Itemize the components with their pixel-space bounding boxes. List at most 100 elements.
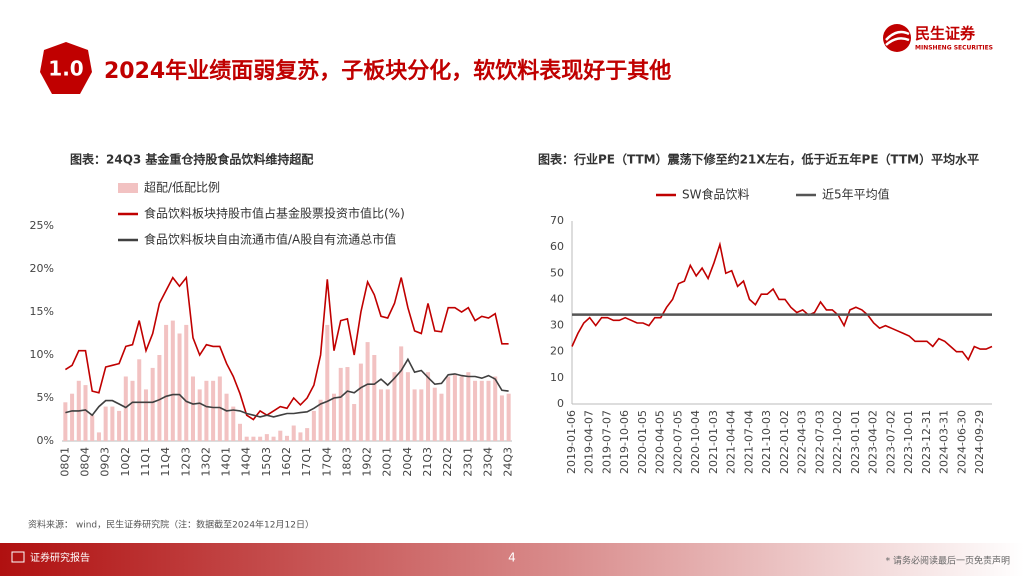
bar xyxy=(177,333,182,441)
y-tick-label: 5% xyxy=(37,391,54,404)
bar xyxy=(150,367,155,441)
x-tick-label: 2024-06-30 xyxy=(955,410,968,474)
bar xyxy=(284,435,290,441)
bar xyxy=(298,432,303,441)
bar xyxy=(345,367,350,441)
bar xyxy=(211,380,216,441)
x-tick-label: 2020-10-04 xyxy=(689,410,702,474)
bar xyxy=(264,434,269,441)
x-tick-label: 2021-04-04 xyxy=(725,410,738,474)
y-tick-label: 70 xyxy=(550,214,564,227)
x-tick-label: 2022-10-02 xyxy=(831,410,844,474)
x-tick-label: 08Q1 xyxy=(58,447,71,477)
y-tick-label: 0% xyxy=(37,434,54,447)
bar xyxy=(90,415,95,441)
bar xyxy=(143,389,148,441)
legend-label: 超配/低配比例 xyxy=(144,180,220,195)
bar xyxy=(217,376,222,441)
y-tick-label: 20% xyxy=(30,262,54,275)
bar xyxy=(493,376,498,441)
bar xyxy=(157,355,162,441)
bar xyxy=(372,355,377,441)
bar xyxy=(251,436,256,441)
logo-stripes xyxy=(885,30,910,46)
y-tick-label: 10 xyxy=(550,371,564,384)
x-tick-label: 2022-01-02 xyxy=(778,410,791,474)
legend-swatch xyxy=(118,183,138,193)
x-tick-label: 2023-10-01 xyxy=(902,410,915,474)
bar xyxy=(446,376,451,441)
bar xyxy=(190,376,195,441)
x-tick-label: 2023-12-31 xyxy=(920,410,933,474)
x-tick-label: 2020-01-05 xyxy=(636,410,649,474)
footer-bar xyxy=(0,543,1024,576)
x-tick-label: 2022-07-03 xyxy=(813,410,826,474)
bar xyxy=(170,320,175,441)
bar xyxy=(412,389,417,441)
bar xyxy=(385,389,390,441)
legend-label: 近5年平均值 xyxy=(822,187,890,202)
x-tick-label: 2022-04-03 xyxy=(796,410,809,474)
x-tick-label: 22Q2 xyxy=(441,447,454,477)
line-series xyxy=(571,241,993,362)
bar xyxy=(432,387,437,441)
bar xyxy=(358,363,363,441)
x-tick-label: 12Q3 xyxy=(179,447,192,477)
bar xyxy=(197,389,202,441)
y-tick-label: 25% xyxy=(30,219,54,232)
bar xyxy=(70,393,75,441)
x-tick-label: 2020-07-05 xyxy=(671,410,684,474)
bar xyxy=(466,372,471,441)
bar xyxy=(459,376,464,441)
bar xyxy=(291,425,296,441)
page-number: 4 xyxy=(508,551,516,565)
x-tick-label: 17Q1 xyxy=(300,447,313,477)
x-tick-label: 2019-10-06 xyxy=(618,410,631,474)
x-tick-label: 14Q4 xyxy=(240,447,253,477)
x-tick-label: 15Q3 xyxy=(260,447,273,477)
bar xyxy=(325,324,330,441)
x-tick-label: 2019-07-07 xyxy=(600,410,613,474)
bar xyxy=(379,389,384,441)
bar xyxy=(499,395,504,441)
x-tick-label: 2023-07-02 xyxy=(884,410,897,474)
logo-en: MINSHENG SECURITIES xyxy=(915,45,993,52)
y-tick-label: 60 xyxy=(550,240,564,253)
x-tick-label: 19Q2 xyxy=(361,447,374,477)
bar xyxy=(123,376,128,441)
x-tick-label: 10Q2 xyxy=(119,447,132,477)
bar xyxy=(399,346,404,441)
bar xyxy=(164,324,169,441)
legend-label: SW食品饮料 xyxy=(682,187,749,202)
x-tick-label: 2024-03-31 xyxy=(938,410,951,474)
bar xyxy=(452,374,457,441)
x-tick-label: 2021-10-03 xyxy=(760,410,773,474)
logo-cn: 民生证券 xyxy=(915,25,976,43)
x-tick-label: 17Q4 xyxy=(320,447,333,477)
bar xyxy=(103,406,108,441)
bar xyxy=(184,324,189,441)
bar xyxy=(237,423,242,441)
heading: 2024年业绩面弱复苏，子板块分化，软饮料表现好于其他 xyxy=(104,58,671,84)
x-tick-label: 2019-01-06 xyxy=(565,410,578,474)
x-tick-label: 11Q1 xyxy=(139,447,152,477)
bar xyxy=(271,436,276,441)
bar xyxy=(204,380,209,441)
bar xyxy=(244,436,249,441)
x-tick-label: 23Q4 xyxy=(481,447,494,477)
bar xyxy=(311,410,316,441)
bar xyxy=(258,436,263,441)
bar xyxy=(439,393,444,441)
bar xyxy=(318,399,323,441)
badge: 1.0 xyxy=(48,57,83,81)
footer-left: 证券研究报告 xyxy=(30,551,90,564)
x-tick-label: 18Q3 xyxy=(340,447,353,477)
x-tick-label: 21Q3 xyxy=(421,447,434,477)
bar xyxy=(83,385,88,441)
x-tick-label: 2021-07-04 xyxy=(742,410,755,474)
x-tick-label: 08Q4 xyxy=(79,447,92,477)
bar xyxy=(405,372,410,441)
y-tick-label: 30 xyxy=(550,319,564,332)
y-tick-label: 20 xyxy=(550,345,564,358)
